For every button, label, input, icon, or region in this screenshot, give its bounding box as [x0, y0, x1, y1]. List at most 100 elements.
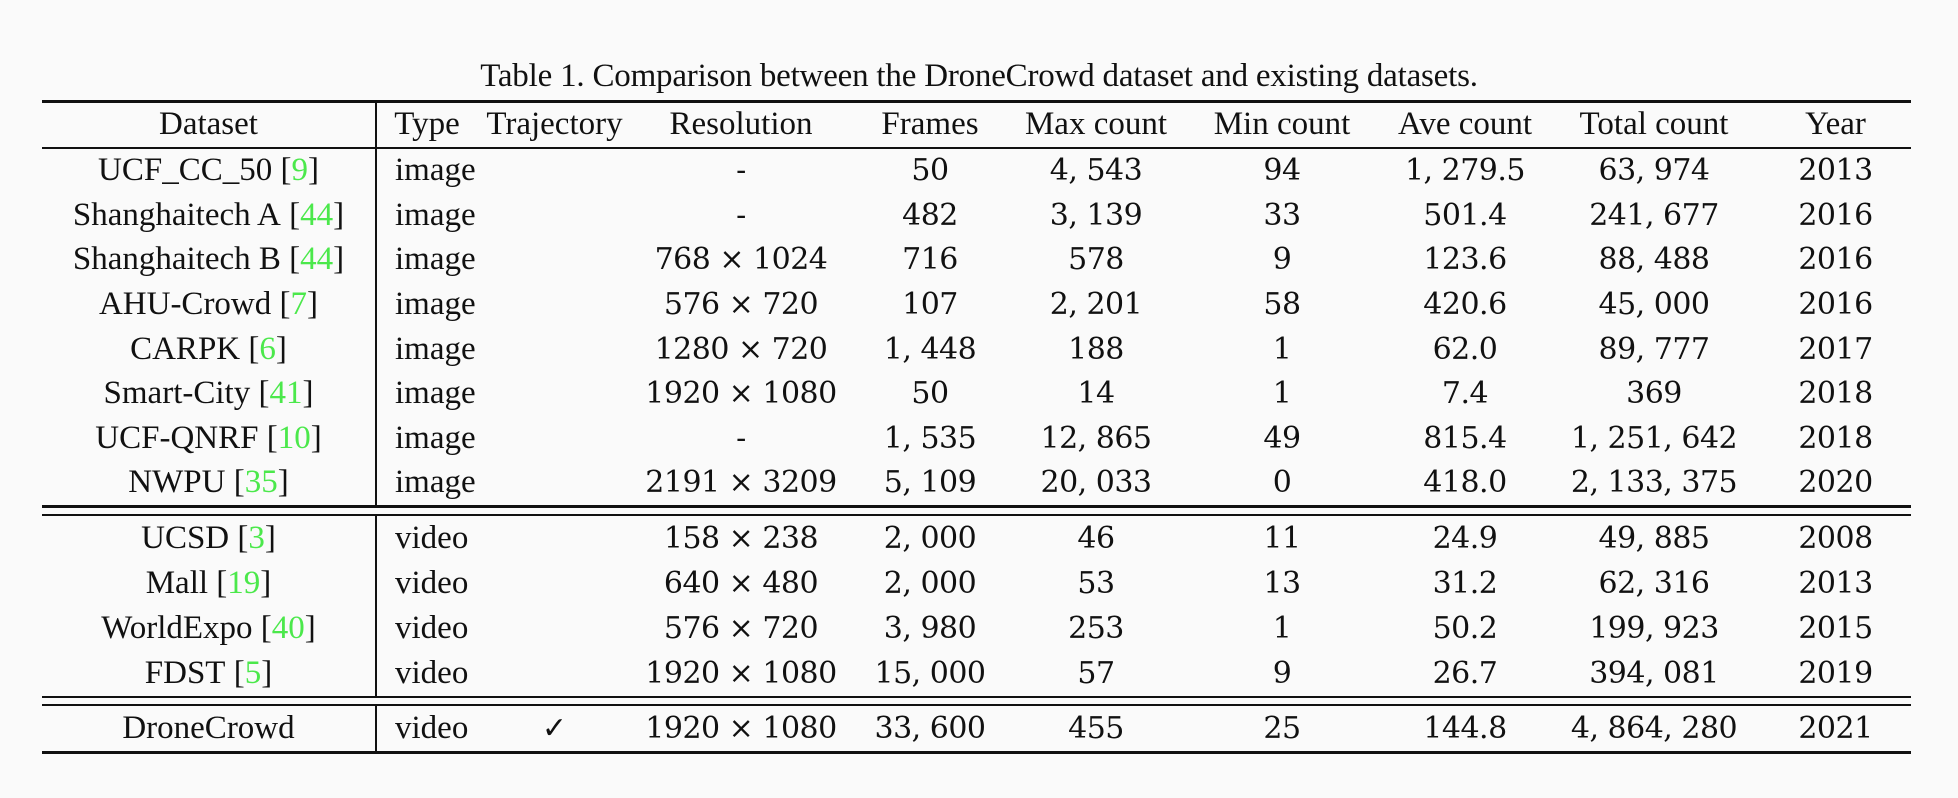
table-row: Mall [19] video 640 × 480 2, 000 53 13 3…	[42, 561, 1911, 607]
dataset-name: UCSD	[141, 520, 230, 557]
type-cell: video	[395, 520, 469, 557]
dataset-cell: Shanghaitech A [44]	[42, 193, 377, 238]
citation-number[interactable]: 9	[291, 152, 308, 189]
max-count-cell: 53	[1077, 566, 1115, 602]
citation[interactable]: [6]	[240, 330, 287, 367]
trajectory-check-icon	[477, 461, 632, 506]
citation-number[interactable]: 7	[290, 286, 308, 323]
group-rule-1b	[42, 513, 1911, 517]
citation-number[interactable]: 40	[271, 610, 305, 647]
citation[interactable]: [19]	[208, 565, 272, 602]
citation[interactable]: [9]	[272, 152, 319, 189]
citation[interactable]: [40]	[252, 610, 316, 647]
citation-number[interactable]: 19	[227, 565, 261, 602]
citation-number[interactable]: 44	[300, 196, 334, 233]
ave-count-cell: 815.4	[1423, 420, 1507, 456]
dataset-name: Smart-City	[103, 375, 251, 412]
dataset-cell: NWPU [35]	[42, 460, 377, 506]
header-min-count: Min count	[1213, 106, 1351, 142]
citation[interactable]: [41]	[250, 375, 314, 412]
citation[interactable]: [10]	[258, 419, 322, 456]
min-count-cell: 11	[1263, 521, 1301, 557]
max-count-cell: 12, 865	[1040, 420, 1152, 456]
citation-number[interactable]: 10	[277, 419, 311, 456]
total-count-cell: 241, 677	[1589, 197, 1719, 233]
citation-number[interactable]: 41	[269, 375, 303, 412]
max-count-cell: 2, 201	[1049, 287, 1143, 323]
year-cell: 2015	[1798, 611, 1873, 647]
ave-count-cell: 123.6	[1423, 242, 1507, 278]
resolution-cell: 576 × 720	[663, 287, 819, 323]
dataset-name: WorldExpo	[101, 610, 253, 647]
dataset-cell: CARPK [6]	[42, 326, 377, 372]
trajectory-check-icon	[477, 561, 632, 606]
trajectory-check-icon	[477, 416, 632, 461]
header-type: Type	[394, 106, 460, 142]
header-resolution: Resolution	[669, 106, 813, 142]
resolution-cell: -	[736, 197, 746, 233]
citation-number[interactable]: 6	[259, 330, 276, 367]
table-row: CARPK [6] image 1280 × 720 1, 448 188 1 …	[42, 326, 1911, 372]
dataset-cell: DroneCrowd	[42, 706, 377, 752]
table-row: Smart-City [41] image 1920 × 1080 50 14 …	[42, 371, 1911, 417]
citation-number[interactable]: 44	[300, 241, 334, 278]
citation[interactable]: [35]	[225, 464, 289, 501]
type-cell: image	[395, 152, 476, 189]
citation[interactable]: [7]	[271, 286, 319, 323]
table-row: Shanghaitech B [44] image 768 × 1024 716…	[42, 237, 1911, 283]
citation[interactable]: [3]	[229, 520, 276, 557]
frames-cell: 2, 000	[883, 521, 977, 557]
year-cell: 2018	[1798, 420, 1873, 456]
dataset-name: NWPU	[128, 464, 226, 501]
frames-cell: 716	[902, 242, 958, 278]
dataset-name: UCF-QNRF	[95, 419, 259, 456]
trajectory-check-icon	[477, 651, 632, 696]
citation[interactable]: [5]	[225, 655, 273, 692]
resolution-cell: 640 × 480	[663, 566, 819, 602]
ave-count-cell: 62.0	[1432, 331, 1498, 367]
frames-cell: 482	[902, 197, 958, 233]
max-count-cell: 57	[1077, 656, 1115, 692]
image-datasets-group: UCF_CC_50 [9] image - 50 4, 543 94 1, 27…	[42, 148, 1911, 506]
total-count-cell: 199, 923	[1589, 611, 1719, 647]
table-caption: Table 1. Comparison between the DroneCro…	[480, 58, 1478, 94]
trajectory-check-icon: ✓	[541, 711, 568, 747]
table-row: WorldExpo [40] video 576 × 720 3, 980 25…	[42, 606, 1911, 652]
frames-cell: 1, 448	[883, 331, 977, 367]
group-rule-1a	[42, 505, 1911, 508]
total-count-cell: 49, 885	[1598, 521, 1710, 557]
dataset-cell: Smart-City [41]	[42, 371, 377, 417]
type-cell: image	[395, 196, 476, 233]
resolution-cell: 768 × 1024	[654, 242, 828, 278]
year-cell: 2021	[1798, 711, 1873, 747]
resolution-cell: 1280 × 720	[654, 331, 828, 367]
bottom-rule	[42, 751, 1911, 754]
min-count-cell: 58	[1263, 287, 1301, 323]
header-total-count: Total count	[1579, 106, 1729, 142]
group-rule-2b	[42, 704, 1911, 707]
citation-number[interactable]: 35	[244, 464, 278, 501]
citation-number[interactable]: 3	[248, 520, 265, 557]
frames-cell: 1, 535	[883, 420, 977, 456]
min-count-cell: 13	[1263, 566, 1301, 602]
table-row: AHU-Crowd [7] image 576 × 720 107 2, 201…	[42, 282, 1911, 327]
min-count-cell: 1	[1272, 611, 1292, 647]
min-count-cell: 1	[1272, 376, 1292, 412]
header-year: Year	[1805, 106, 1866, 142]
top-rule	[42, 100, 1911, 103]
citation[interactable]: [44]	[280, 196, 345, 233]
citation-number[interactable]: 5	[244, 655, 262, 692]
resolution-cell: 2191 × 3209	[645, 465, 837, 501]
total-count-cell: 4, 864, 280	[1570, 711, 1738, 747]
max-count-cell: 4, 543	[1049, 153, 1143, 189]
year-cell: 2019	[1798, 656, 1873, 692]
resolution-cell: -	[736, 153, 746, 189]
type-cell: image	[395, 419, 476, 456]
dataset-cell: WorldExpo [40]	[42, 606, 377, 652]
ave-count-cell: 31.2	[1432, 566, 1498, 602]
resolution-cell: 158 × 238	[663, 521, 819, 557]
total-count-cell: 63, 974	[1598, 153, 1710, 189]
citation[interactable]: [44]	[280, 241, 345, 278]
ave-count-cell: 1, 279.5	[1404, 153, 1526, 189]
trajectory-check-icon	[477, 327, 632, 372]
